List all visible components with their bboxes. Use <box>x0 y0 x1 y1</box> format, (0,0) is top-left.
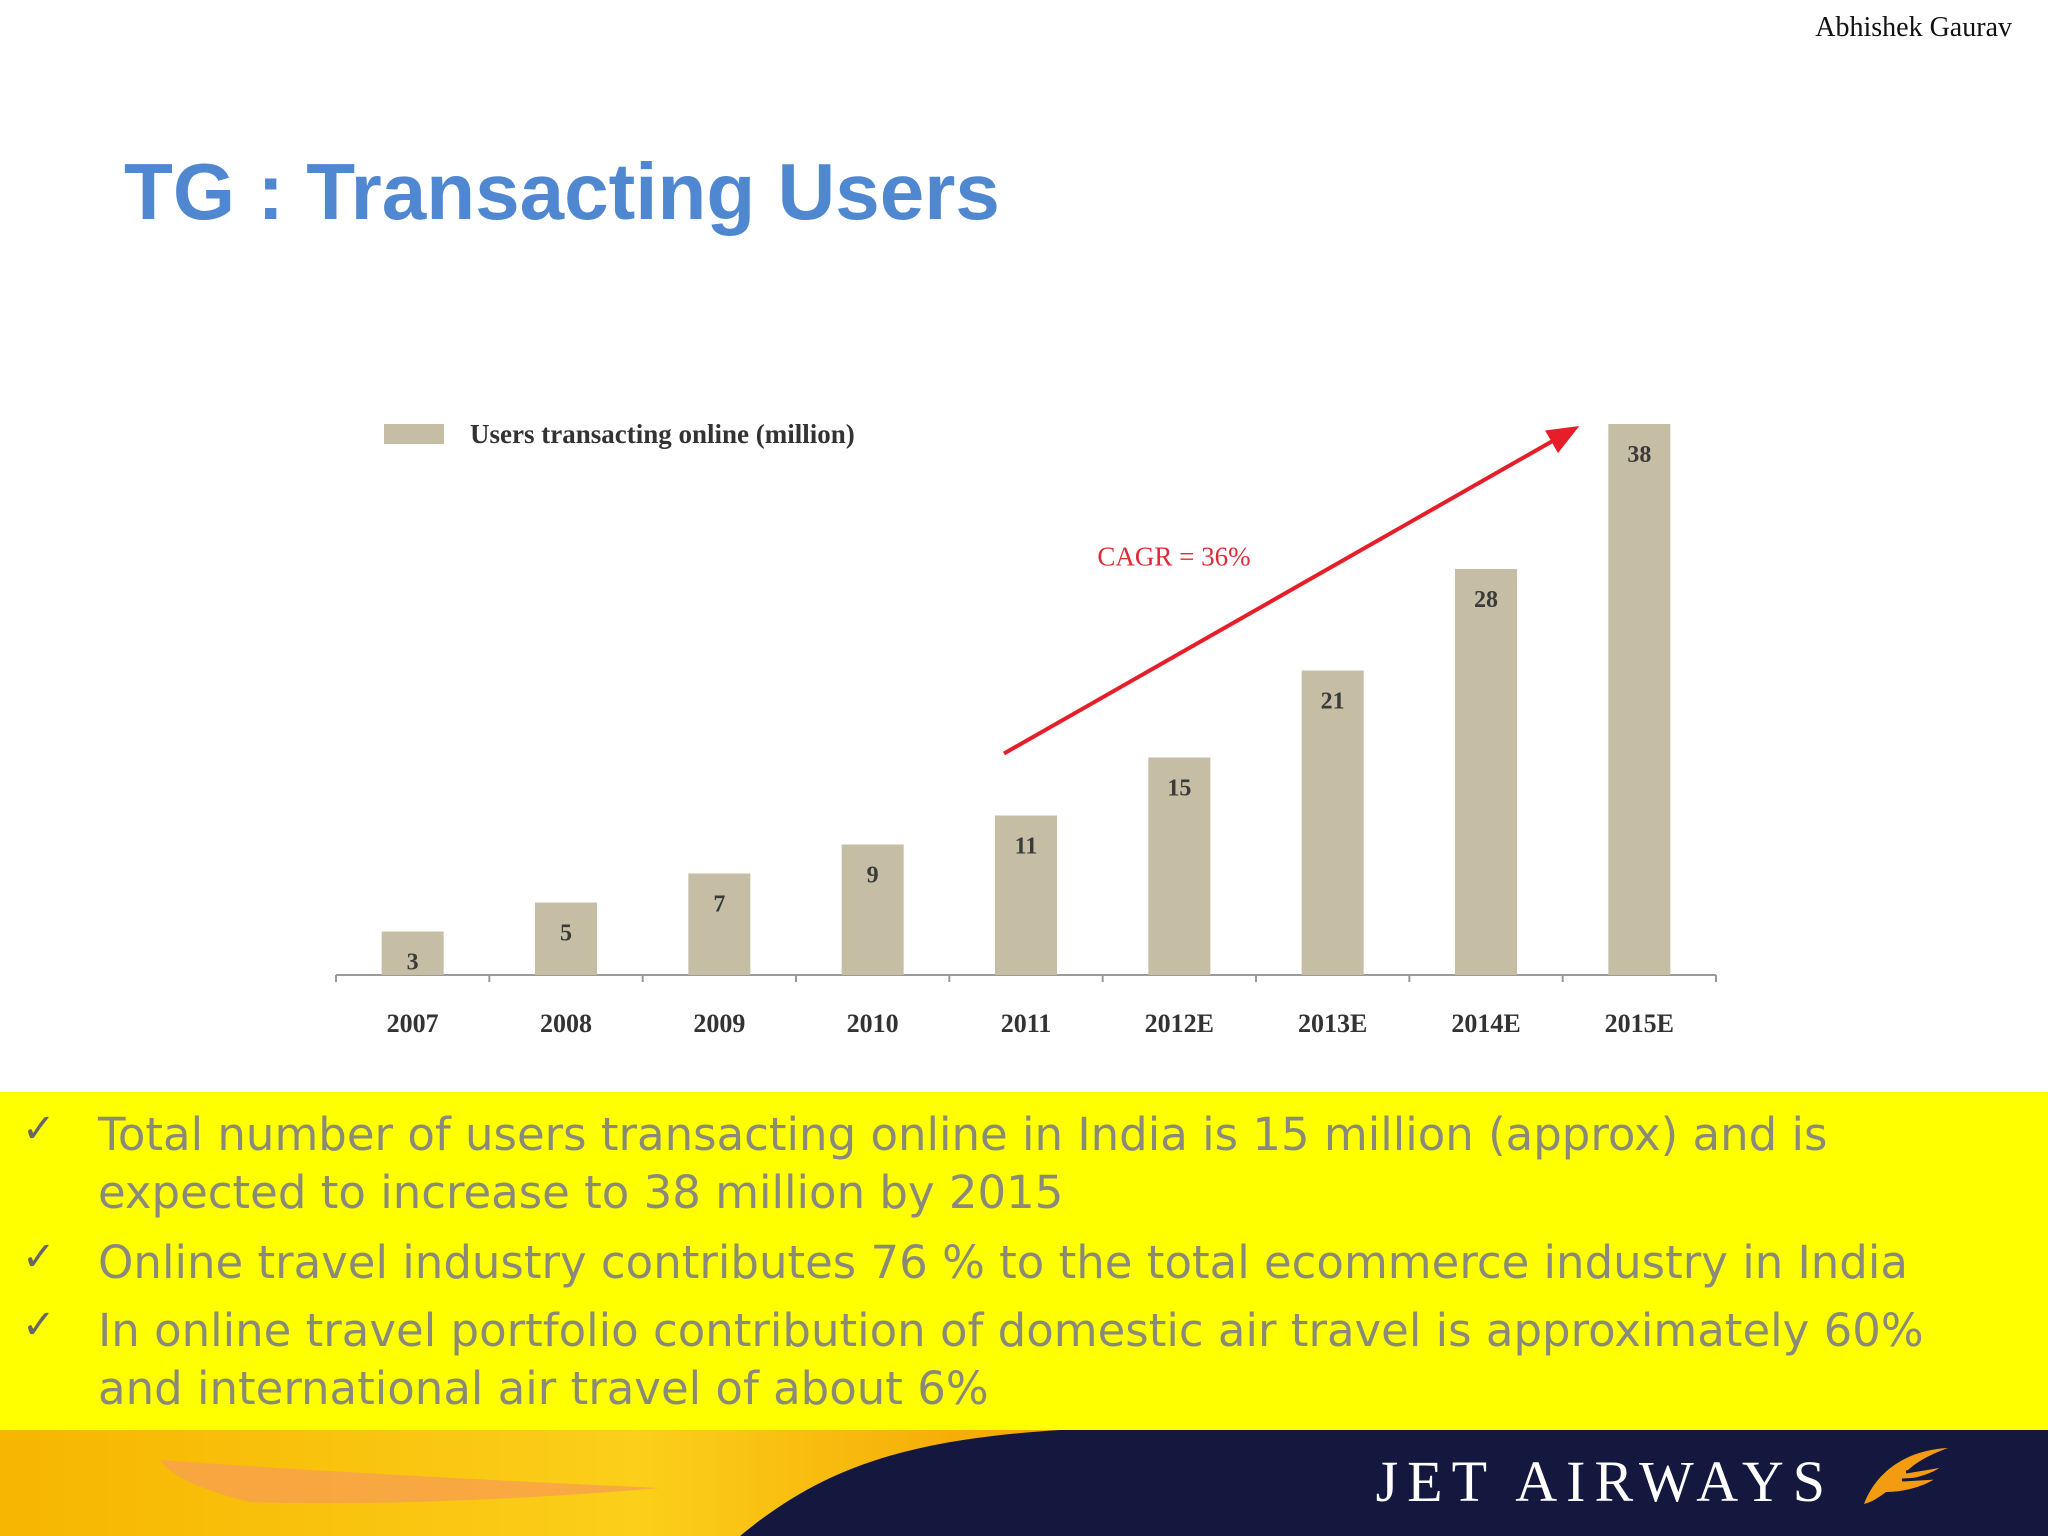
footer-graphic <box>0 1430 2048 1536</box>
bar-2008 <box>535 902 597 975</box>
bar-2015E <box>1608 424 1671 975</box>
bar-2009 <box>688 873 751 975</box>
checkmark-icon: ✓ <box>22 1302 56 1348</box>
bar-2010 <box>841 844 904 975</box>
cagr-arrow-line <box>1003 434 1563 756</box>
x-tick-label: 2015E <box>1605 1009 1674 1038</box>
footer-banner: JET AIRWAYS <box>0 1430 2048 1536</box>
x-tick-label: 2009 <box>693 1009 745 1038</box>
data-label: 15 <box>1167 776 1191 802</box>
data-label: 7 <box>713 892 725 918</box>
cagr-arrow-head <box>1545 426 1580 454</box>
data-label: 9 <box>867 863 879 889</box>
legend-swatch <box>384 424 444 444</box>
bar-2007 <box>381 931 444 975</box>
data-label: 38 <box>1627 442 1651 468</box>
data-label: 28 <box>1474 587 1498 613</box>
bar-chart: 3 2007 5 2008 7 2009 9 2010 11 2011 15 2012E 21 2013E… <box>260 380 1740 1080</box>
bullet-text: In online travel portfolio contribution … <box>98 1304 1924 1415</box>
data-label: 11 <box>1015 834 1038 860</box>
bullet-text: Total number of users transacting online… <box>98 1108 1828 1219</box>
x-tick-label: 2007 <box>387 1009 439 1038</box>
bar-2011 <box>995 815 1057 975</box>
x-tick-label: 2011 <box>1001 1009 1052 1038</box>
cagr-annotation: CAGR = 36% <box>1097 542 1250 572</box>
x-tick-label: 2008 <box>540 1009 592 1038</box>
data-label: 5 <box>560 921 572 947</box>
brand-name: JET AIRWAYS <box>1375 1449 1834 1514</box>
bullet-text: Online travel industry contributes 76 % … <box>98 1236 1908 1289</box>
jet-airways-logo-icon <box>1864 1448 1948 1504</box>
bar-2012E <box>1148 757 1211 975</box>
x-tick-label: 2014E <box>1451 1009 1520 1038</box>
bar-2013E <box>1301 670 1364 975</box>
checkmark-icon: ✓ <box>22 1234 56 1280</box>
data-label: 21 <box>1321 689 1345 715</box>
slide-title: TG : Transacting Users <box>124 147 1000 236</box>
data-label: 3 <box>407 950 419 976</box>
x-tick-label: 2010 <box>847 1009 899 1038</box>
x-tick-label: 2013E <box>1298 1009 1367 1038</box>
x-tick-label: 2012E <box>1145 1009 1214 1038</box>
bar-2014E <box>1455 569 1517 975</box>
chart-svg: 3 2007 5 2008 7 2009 9 2010 11 2011 15 2012E 21 2013E… <box>335 419 1717 1038</box>
checkmark-icon: ✓ <box>22 1106 56 1152</box>
bullet-list: ✓ Total number of users transacting onli… <box>0 1092 2048 1430</box>
author-name: Abhishek Gaurav <box>1815 12 2012 43</box>
legend-label: Users transacting online (million) <box>470 419 855 449</box>
